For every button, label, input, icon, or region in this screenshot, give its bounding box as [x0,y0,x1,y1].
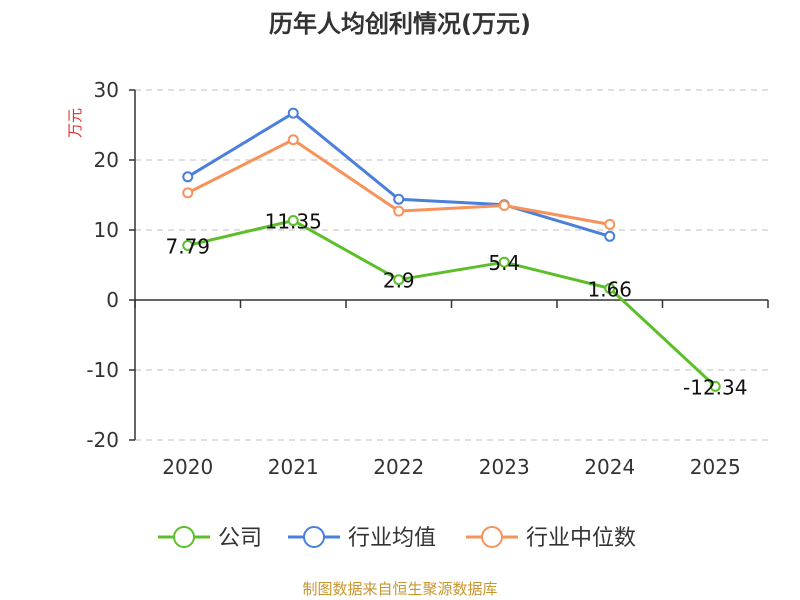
legend-marker [303,526,325,548]
axis-layer: 30 20 10 0 -10 -20 2020 2021 2022 2023 2024 2025 [86,78,769,479]
x-tick-label: 2021 [268,455,319,479]
source-note: 制图数据来自恒生聚源数据库 [302,580,497,598]
data-point [287,215,299,227]
data-label: 7.79 [165,234,210,258]
data-point [393,274,405,286]
y-tick-label: -20 [86,428,119,452]
x-tick-label: 2022 [373,455,424,479]
y-tick-label: 0 [106,288,119,312]
legend-marker [481,526,503,548]
data-label: 11.35 [265,210,322,234]
y-tick-label: 10 [94,218,119,242]
legend-item: 公司 [158,526,262,551]
data-point [287,134,299,146]
data-point [604,282,616,294]
data-point [182,239,194,251]
x-tick-label: 2024 [584,455,635,479]
legend-item: 行业中位数 [466,526,636,551]
data-label: 1.66 [587,277,632,301]
y-tick-label: 20 [94,148,119,172]
legend: 公司 行业均值 行业中位数 [158,526,636,551]
series-line-1 [186,111,611,238]
data-label: 2.9 [383,269,415,293]
data-point [498,256,510,268]
data-point [709,380,721,392]
x-tick-label: 2020 [162,455,213,479]
data-point [604,230,616,242]
y-axis-label: 万元 [66,108,84,138]
data-label-layer: 7.79 11.35 2.9 5.4 1.66 -12.34 [165,210,747,400]
data-point [498,200,510,211]
y-tick-label: 30 [94,78,119,102]
legend-label: 公司 [218,526,262,551]
x-tick-label: 2023 [479,455,530,479]
chart-title: 历年人均创利情况(万元) [269,10,531,38]
y-tick-label: -10 [86,358,119,382]
grid-layer [135,89,768,441]
legend-label: 行业中位数 [526,526,636,551]
legend-item: 行业均值 [288,526,436,551]
data-point [393,193,405,205]
data-label: -12.34 [683,375,747,399]
legend-marker [173,526,195,548]
legend-label: 行业均值 [348,526,436,551]
data-point [393,205,405,217]
series-layer [182,107,721,392]
data-point [182,187,194,199]
series-line-0 [187,219,717,388]
data-point [287,107,299,119]
data-point [182,171,194,183]
data-label: 5.4 [488,251,520,275]
x-tick-label: 2025 [690,455,741,479]
data-point [604,218,616,230]
